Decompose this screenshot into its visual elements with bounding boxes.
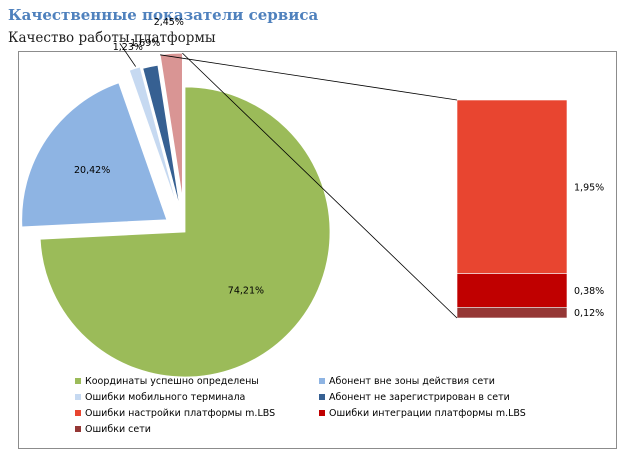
legend-swatch <box>75 410 81 416</box>
connector-line <box>160 54 458 101</box>
legend-label: Ошибки настройки платформы m.LBS <box>85 407 276 419</box>
legend-swatch <box>319 410 325 416</box>
legend-item: Координаты успешно определены <box>75 374 319 388</box>
bar-segment <box>456 307 568 319</box>
legend-item: Абонент вне зоны действия сети <box>319 374 545 388</box>
pie-slice <box>21 82 168 228</box>
legend-label: Ошибки мобильного терминала <box>85 391 246 403</box>
legend-swatch <box>319 378 325 384</box>
legend-item: Ошибки мобильного терминала <box>75 390 319 404</box>
data-label: 0,38% <box>574 286 604 297</box>
data-label: 20,42% <box>74 165 110 176</box>
legend-label: Абонент вне зоны действия сети <box>329 375 495 387</box>
data-label: 0,12% <box>574 308 604 319</box>
data-label: 74,21% <box>228 285 264 296</box>
connector-line <box>182 52 458 319</box>
legend-item: Абонент не зарегистрирован в сети <box>319 390 545 404</box>
legend-label: Абонент не зарегистрирован в сети <box>329 391 510 403</box>
bar-segment <box>456 273 568 308</box>
legend-item: Ошибки сети <box>75 422 319 436</box>
data-label: 2,45% <box>154 17 184 28</box>
pie-slice <box>142 64 181 209</box>
legend-label: Ошибки интеграции платформы m.LBS <box>329 407 526 419</box>
pie-slice <box>39 86 331 378</box>
legend-swatch <box>75 394 81 400</box>
leader-line <box>119 43 136 67</box>
pie-slice <box>128 66 178 208</box>
chart-subtitle: Качество работы платформы <box>8 30 216 46</box>
legend-swatch <box>75 426 81 432</box>
legend-item: Ошибки настройки платформы m.LBS <box>75 406 319 420</box>
legend-label: Координаты успешно определены <box>85 375 259 387</box>
data-label: 1,23% <box>113 42 143 53</box>
legend-swatch <box>75 378 81 384</box>
legend-item: Ошибки интеграции платформы m.LBS <box>319 406 545 420</box>
section-title: Качественные показатели сервиса <box>8 6 319 24</box>
chart-legend: Координаты успешно определены Абонент вне… <box>75 374 545 436</box>
legend-swatch <box>319 394 325 400</box>
data-label: 1,69% <box>130 38 160 49</box>
bar-segment <box>456 99 568 274</box>
legend-label: Ошибки сети <box>85 423 151 435</box>
data-label: 1,95% <box>574 182 604 193</box>
